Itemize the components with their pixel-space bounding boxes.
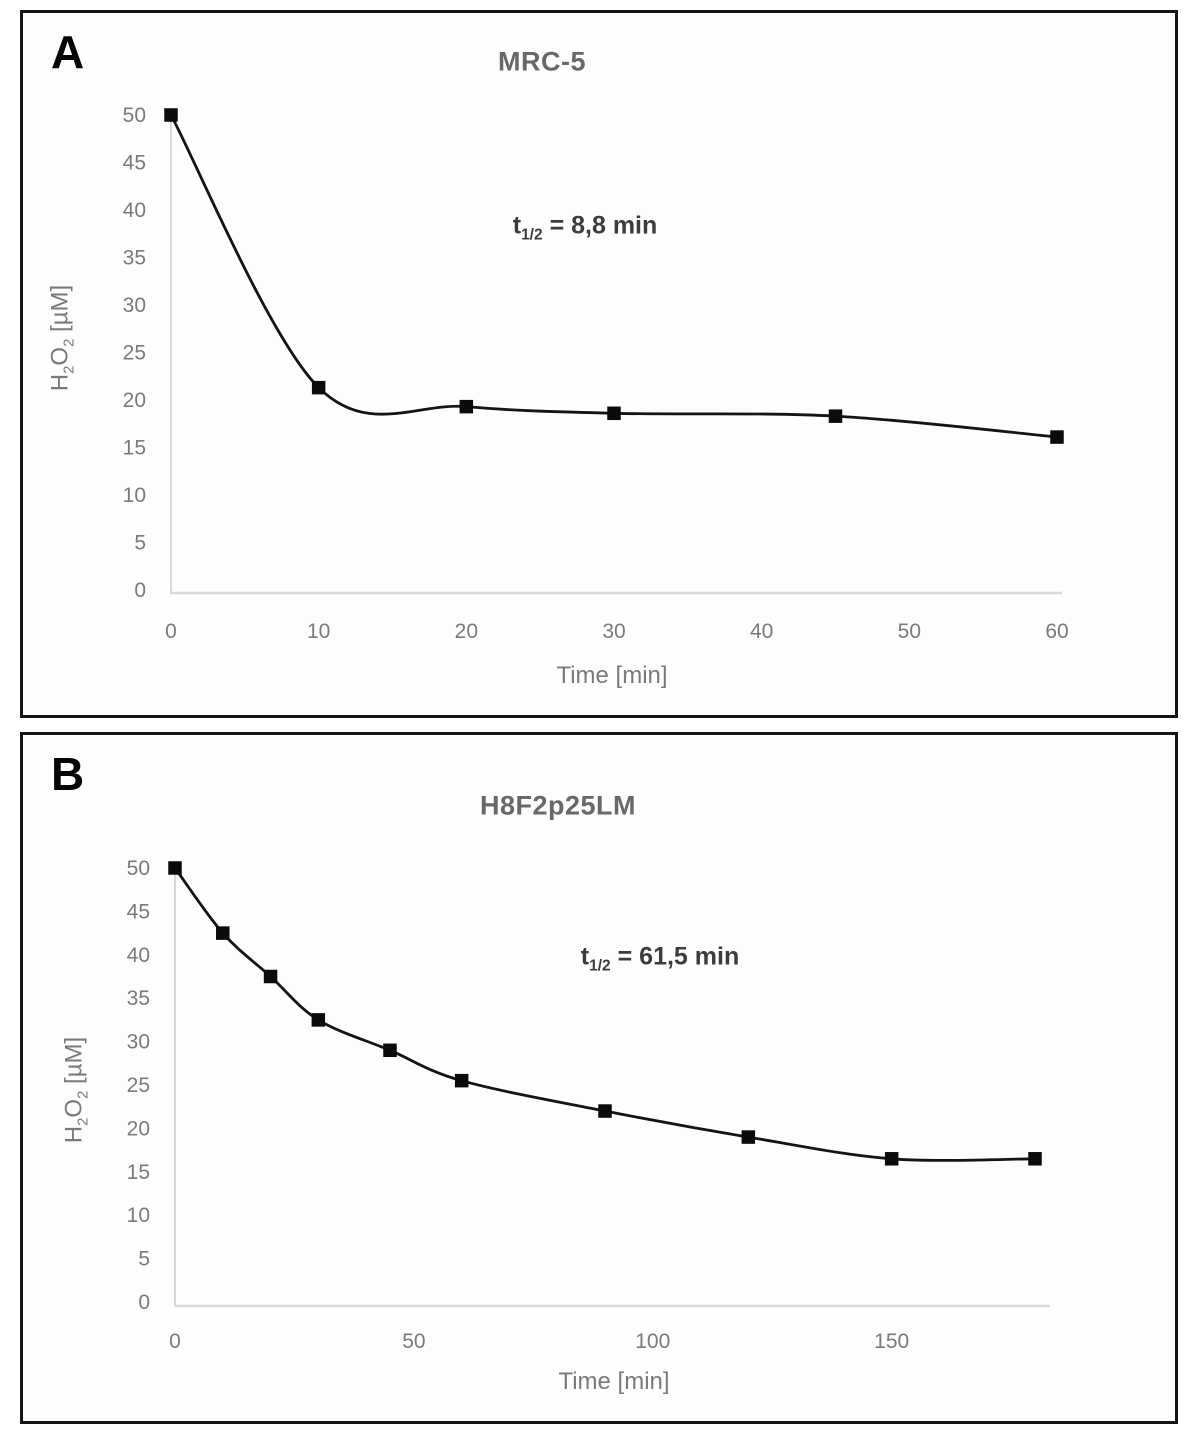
y-tick-label: 0 bbox=[134, 579, 146, 602]
ylabel-o-sub: 2 bbox=[75, 1090, 92, 1099]
y-tick-label: 10 bbox=[123, 484, 146, 507]
y-tick-label: 25 bbox=[123, 342, 146, 365]
x-tick-label: 60 bbox=[1045, 620, 1068, 643]
data-point-marker bbox=[1028, 1152, 1042, 1166]
annotation-value: = 8,8 min bbox=[542, 211, 658, 240]
annotation-value: = 61,5 min bbox=[610, 942, 740, 971]
data-point-marker bbox=[168, 861, 182, 875]
y-tick-label: 25 bbox=[127, 1074, 150, 1097]
ylabel-h-sub: 2 bbox=[75, 1117, 92, 1126]
annotation-variable: t bbox=[512, 211, 522, 240]
data-point-marker bbox=[383, 1043, 397, 1058]
chart-b-y-axis-title: H2O2 [µM] bbox=[61, 1037, 92, 1143]
annotation-subscript: 1/2 bbox=[589, 957, 611, 975]
x-tick-label: 40 bbox=[750, 620, 773, 643]
ylabel-unit: [µM] bbox=[60, 1036, 88, 1091]
data-point-marker bbox=[216, 926, 230, 940]
y-tick-label: 20 bbox=[123, 389, 146, 412]
data-point-marker bbox=[607, 406, 621, 421]
data-point-marker bbox=[164, 108, 178, 122]
y-tick-label: 50 bbox=[127, 857, 150, 880]
ylabel-o-sub: 2 bbox=[61, 338, 78, 347]
data-point-marker bbox=[884, 1152, 899, 1166]
annotation-variable: t bbox=[580, 942, 590, 971]
ylabel-h: H bbox=[60, 1125, 88, 1144]
chart-b-title: H8F2p25LM bbox=[479, 790, 637, 821]
chart-b-halflife-annotation: t1/2 = 61,5 min bbox=[581, 943, 739, 976]
y-tick-label: 30 bbox=[127, 1031, 150, 1054]
series-line bbox=[169, 114, 1058, 439]
x-tick-label: 50 bbox=[402, 1330, 425, 1353]
chart-a-x-axis-title: Time [min] bbox=[556, 662, 668, 689]
y-tick-label: 0 bbox=[138, 1291, 150, 1314]
y-tick-label: 35 bbox=[123, 247, 146, 270]
ylabel-h: H bbox=[46, 373, 74, 392]
ylabel-h-sub: 2 bbox=[61, 365, 78, 374]
y-tick-label: 10 bbox=[127, 1204, 150, 1227]
data-point-marker bbox=[598, 1104, 612, 1118]
y-tick-label: 40 bbox=[127, 944, 150, 967]
data-point-marker bbox=[263, 969, 278, 984]
annotation-subscript: 1/2 bbox=[521, 226, 543, 244]
x-tick-label: 30 bbox=[602, 620, 625, 643]
x-tick-label: 100 bbox=[635, 1330, 670, 1353]
data-point-marker bbox=[311, 380, 326, 395]
panel-a: 0 5 10 15 20 25 30 35 40 45 50 0 10 20 30 40 50 60 A MRC-… bbox=[20, 10, 1178, 718]
chart-b-x-axis-title: Time [min] bbox=[558, 1368, 670, 1395]
y-tick-label: 5 bbox=[134, 532, 146, 555]
x-tick-label: 0 bbox=[169, 1330, 181, 1353]
chart-a-y-axis-title: H2O2 [µM] bbox=[47, 285, 78, 391]
panel-b-letter: B bbox=[51, 748, 85, 800]
y-tick-label: 45 bbox=[123, 152, 146, 175]
chart-a-title: MRC-5 bbox=[498, 46, 586, 77]
y-tick-label: 35 bbox=[127, 987, 150, 1010]
data-point-marker bbox=[828, 409, 843, 423]
y-tick-label: 30 bbox=[123, 294, 146, 317]
data-point-marker bbox=[741, 1130, 756, 1144]
chart-a-canvas: 0 5 10 15 20 25 30 35 40 45 50 0 10 20 30 40 50 60 bbox=[123, 104, 1069, 643]
y-tick-label: 50 bbox=[123, 104, 146, 127]
panel-a-letter: A bbox=[51, 26, 85, 78]
ylabel-o: O bbox=[46, 346, 74, 366]
chart-a-halflife-annotation: t1/2 = 8,8 min bbox=[513, 212, 658, 245]
ylabel-unit: [µM] bbox=[46, 284, 74, 339]
data-point-marker bbox=[459, 399, 474, 414]
data-point-marker bbox=[311, 1013, 326, 1027]
ylabel-o: O bbox=[60, 1098, 88, 1118]
x-tick-label: 50 bbox=[898, 620, 921, 643]
y-tick-label: 45 bbox=[127, 900, 150, 923]
y-tick-label: 40 bbox=[123, 199, 146, 222]
y-tick-label: 15 bbox=[127, 1161, 150, 1184]
x-tick-label: 10 bbox=[307, 620, 330, 643]
x-tick-label: 150 bbox=[874, 1330, 909, 1353]
series-line bbox=[173, 867, 1036, 1162]
y-tick-label: 20 bbox=[127, 1117, 150, 1140]
chart-b-canvas: 0 5 10 15 20 25 30 35 40 45 50 0 50 100 150 bbox=[127, 857, 1050, 1353]
data-point-marker bbox=[454, 1073, 469, 1088]
x-tick-label: 20 bbox=[455, 620, 478, 643]
x-tick-label: 0 bbox=[165, 620, 177, 643]
y-tick-label: 15 bbox=[123, 437, 146, 460]
data-point-marker bbox=[1050, 430, 1064, 444]
y-tick-label: 5 bbox=[138, 1248, 150, 1271]
panel-b: 0 5 10 15 20 25 30 35 40 45 50 0 50 100 150 B H8F2p25L… bbox=[20, 732, 1178, 1424]
